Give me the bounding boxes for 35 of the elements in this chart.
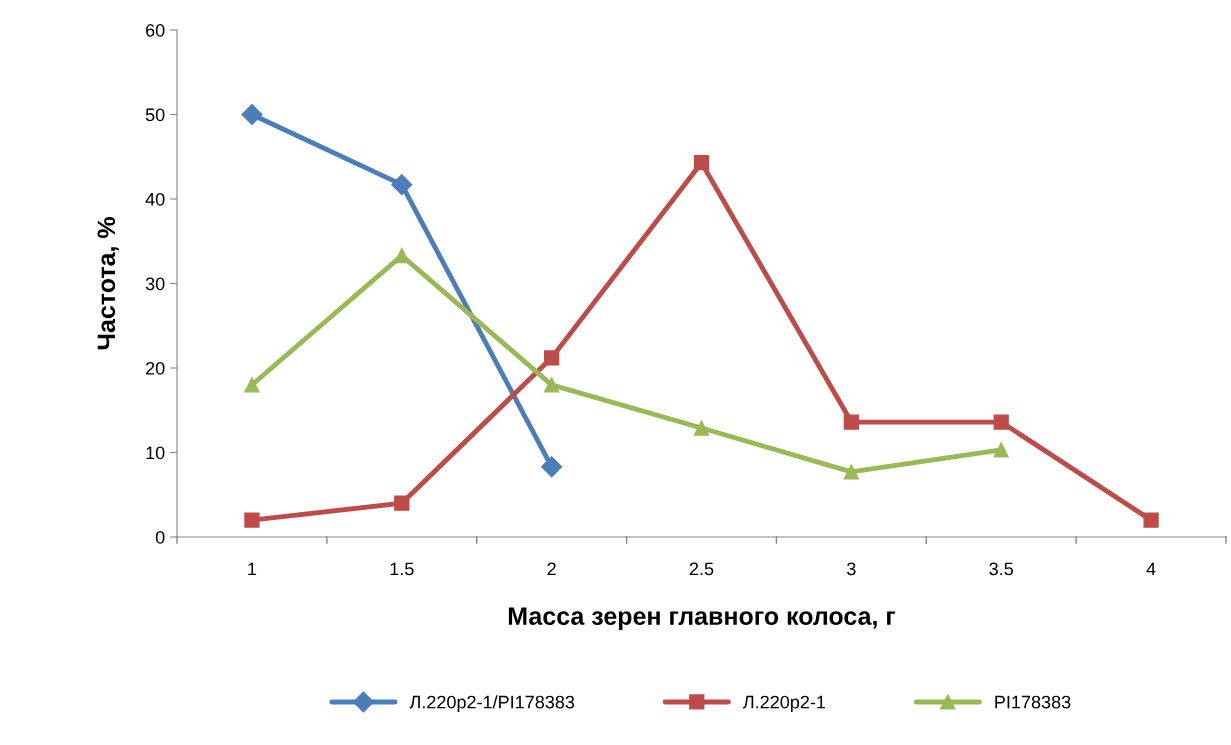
point <box>993 414 1009 430</box>
point <box>843 414 859 430</box>
point <box>241 103 263 126</box>
legend-label: Л.220р2-1/PI178383 <box>409 695 575 713</box>
legend-label: PI178383 <box>995 695 1071 709</box>
x-tick-label: 3.5 <box>989 562 1014 576</box>
point <box>1143 512 1159 528</box>
y-tick-label: 0 <box>155 530 165 544</box>
x-tick-label: 1 <box>248 562 257 576</box>
point <box>544 377 560 393</box>
y-axis-title: Частота, % <box>97 217 119 350</box>
point <box>394 495 410 511</box>
y-tick-label: 30 <box>145 277 165 291</box>
point <box>541 456 563 478</box>
point <box>993 442 1009 458</box>
x-tick-label: 2.5 <box>689 562 714 576</box>
point <box>843 464 859 480</box>
y-tick-label: 60 <box>146 23 165 37</box>
point <box>244 377 260 393</box>
point <box>693 420 710 436</box>
legend-label: Л.220р2-1 <box>742 695 826 713</box>
point <box>244 512 260 528</box>
point <box>544 350 560 366</box>
y-tick-label: 10 <box>146 446 165 460</box>
x-tick-label: 2 <box>547 562 556 576</box>
point <box>394 247 410 264</box>
y-tick-label: 50 <box>145 108 165 122</box>
point <box>391 174 413 196</box>
y-tick-label: 40 <box>145 192 165 206</box>
x-tick-label: 3 <box>847 562 856 576</box>
x-tick-label: 1.5 <box>390 562 414 576</box>
x-tick-label: 4 <box>1146 562 1156 576</box>
point <box>693 155 710 171</box>
y-tick-label: 20 <box>146 361 165 375</box>
x-axis-title: Масса зерен главного колоса, г <box>508 607 896 630</box>
